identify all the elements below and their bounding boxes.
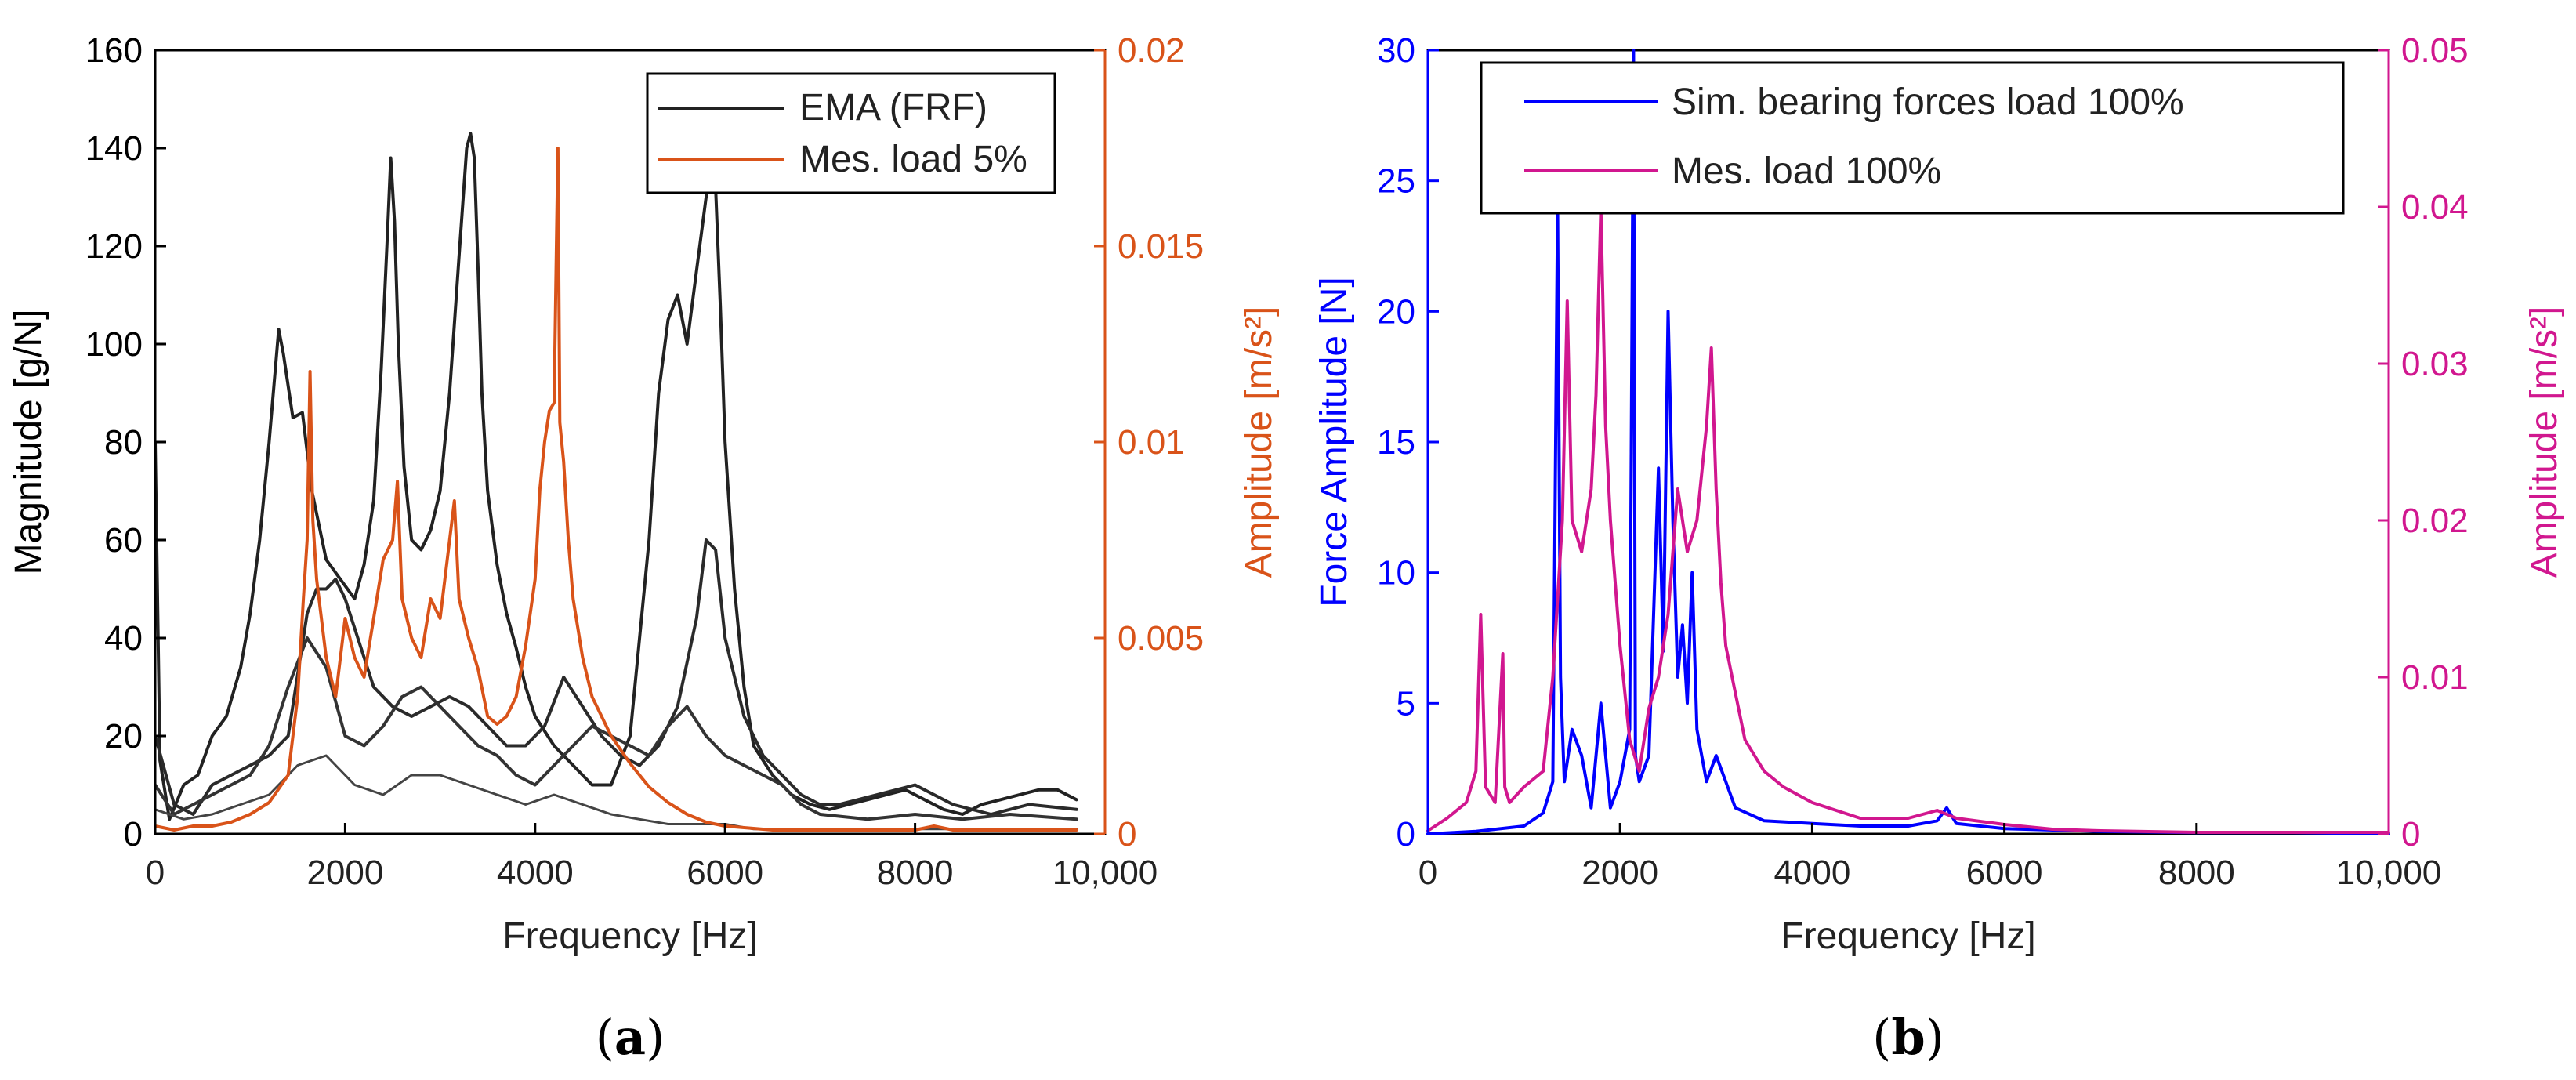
- ticks-group-a: 0 2000 4000 6000 8000 10,00002040608010012014…: [85, 31, 1205, 892]
- x-tick-label-b-0: 0: [1418, 853, 1437, 892]
- y-right-tick-label-a-0: 0: [1118, 815, 1136, 853]
- x-tick-label-b-4: 8000: [2158, 853, 2235, 892]
- x-tick-label-a-4: 8000: [877, 853, 954, 892]
- y-left-tick-label-b-3: 15: [1377, 423, 1415, 462]
- x-tick-label-a-5: 10,000: [1053, 853, 1158, 892]
- x-axis-label-b: Frequency [Hz]: [1781, 915, 2035, 957]
- x-tick-label-b-5: 10,000: [2336, 853, 2442, 892]
- y-left-tick-label-b-1: 5: [1397, 684, 1415, 723]
- y-right-tick-label-a-2: 0.01: [1118, 423, 1185, 462]
- y-left-tick-label-a-4: 80: [104, 423, 143, 462]
- legend-label-ema: EMA (FRF): [799, 87, 987, 129]
- ticks-group-b: 0 2000 4000 6000 8000 10,00005101520253000.01…: [1377, 31, 2469, 892]
- caption-a: (a): [596, 1009, 665, 1066]
- y-right-tick-label-a-3: 0.015: [1118, 227, 1204, 266]
- legend-box-a: [646, 72, 1056, 194]
- legend-a: EMA (FRF) Mes. load 5%: [646, 72, 1056, 194]
- y-right-tick-label-a-1: 0.005: [1118, 619, 1204, 658]
- y-left-tick-label-a-0: 0: [124, 815, 143, 853]
- y-left-tick-label-b-0: 0: [1397, 815, 1415, 853]
- y-axis-label-left-a: Magnitude [g/N]: [8, 310, 49, 575]
- y-axis-label-left-b: Force Amplitude [N]: [1313, 277, 1355, 607]
- y-left-tick-label-b-4: 20: [1377, 292, 1415, 331]
- y-left-tick-label-a-6: 120: [85, 227, 143, 266]
- caption-b: (b): [1872, 1009, 1944, 1066]
- series-line-b-1: [1426, 205, 2390, 834]
- y-left-tick-label-a-2: 40: [104, 619, 143, 658]
- y-right-tick-label-b-1: 0.01: [2401, 658, 2469, 697]
- y-left-tick-label-b-6: 30: [1377, 31, 1415, 70]
- x-tick-label-a-2: 4000: [497, 853, 574, 892]
- panel-b: 0 2000 4000 6000 8000 10,00005101520253000.01…: [1313, 31, 2565, 1066]
- y-left-tick-label-a-3: 60: [104, 521, 143, 560]
- y-left-tick-label-b-2: 10: [1377, 554, 1415, 593]
- series-line-a-2: [154, 636, 1078, 821]
- x-axis-label-a: Frequency [Hz]: [502, 915, 757, 957]
- series-group-a: [154, 132, 1078, 832]
- y-right-tick-label-b-3: 0.03: [2401, 345, 2469, 383]
- series-line-a-1: [154, 538, 1078, 816]
- x-tick-label-b-2: 4000: [1773, 853, 1850, 892]
- y-right-tick-label-b-4: 0.04: [2401, 188, 2469, 227]
- y-left-tick-label-a-5: 100: [85, 325, 143, 364]
- y-right-tick-label-b-5: 0.05: [2401, 31, 2469, 70]
- series-group-b: [1426, 49, 2390, 835]
- x-tick-label-a-1: 2000: [306, 853, 383, 892]
- panel-a: 0 2000 4000 6000 8000 10,00002040608010012014…: [8, 31, 1280, 1066]
- x-tick-label-b-1: 2000: [1581, 853, 1658, 892]
- y-axis-label-right-a: Amplitude [m/s²]: [1238, 306, 1280, 578]
- legend-label-sim: Sim. bearing forces load 100%: [1672, 82, 2184, 123]
- series-line-b-0: [1426, 49, 2390, 835]
- y-right-tick-label-b-0: 0: [2401, 815, 2420, 853]
- y-left-tick-label-a-1: 20: [104, 717, 143, 756]
- series-line-a-0: [154, 132, 1078, 821]
- y-axis-label-right-b: Amplitude [m/s²]: [2523, 306, 2565, 578]
- x-tick-label-a-0: 0: [146, 853, 165, 892]
- y-left-tick-label-a-7: 140: [85, 129, 143, 168]
- x-tick-label-b-3: 6000: [1966, 853, 2043, 892]
- legend-label-mes100: Mes. load 100%: [1672, 150, 1941, 192]
- y-left-tick-label-b-5: 25: [1377, 162, 1415, 201]
- legend-box-b: [1480, 61, 2345, 215]
- y-right-tick-label-b-2: 0.02: [2401, 502, 2469, 540]
- y-left-tick-label-a-8: 160: [85, 31, 143, 70]
- series-line-a-4: [154, 147, 1078, 832]
- legend-b: Sim. bearing forces load 100% Mes. load …: [1480, 61, 2345, 215]
- legend-label-mes5: Mes. load 5%: [799, 139, 1027, 180]
- x-tick-label-a-3: 6000: [687, 853, 763, 892]
- y-right-tick-label-a-4: 0.02: [1118, 31, 1185, 70]
